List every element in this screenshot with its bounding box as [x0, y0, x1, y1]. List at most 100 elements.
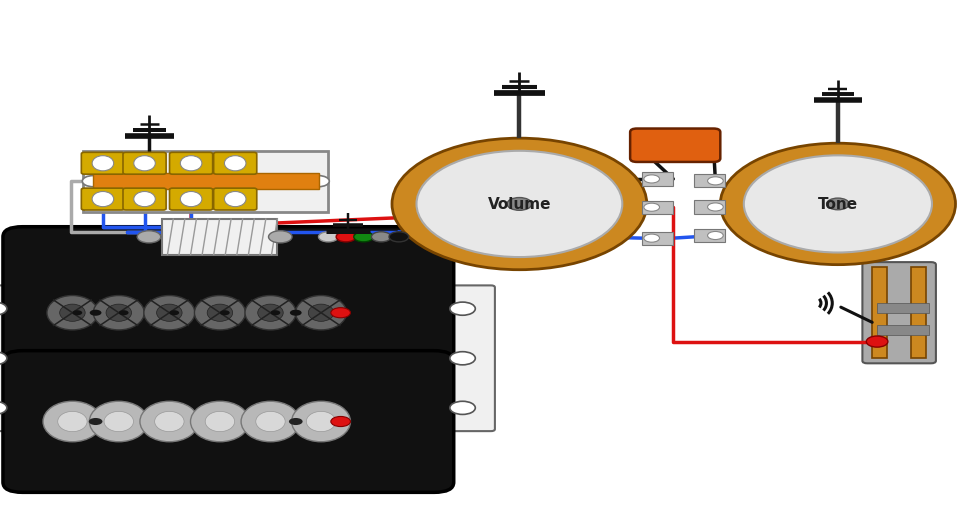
Ellipse shape: [92, 157, 114, 172]
FancyBboxPatch shape: [630, 129, 720, 163]
Ellipse shape: [207, 305, 232, 322]
FancyBboxPatch shape: [3, 227, 454, 369]
Circle shape: [308, 176, 329, 187]
Circle shape: [269, 231, 292, 243]
Ellipse shape: [155, 412, 184, 432]
Bar: [642, 232, 673, 245]
FancyBboxPatch shape: [3, 351, 454, 492]
Ellipse shape: [307, 412, 336, 432]
Circle shape: [336, 232, 356, 242]
Circle shape: [270, 311, 280, 316]
Circle shape: [73, 311, 82, 316]
Circle shape: [354, 232, 373, 242]
Circle shape: [708, 204, 723, 212]
Ellipse shape: [157, 305, 182, 322]
Circle shape: [220, 311, 229, 316]
Circle shape: [331, 308, 351, 318]
Bar: [642, 173, 673, 186]
Ellipse shape: [245, 296, 296, 330]
Ellipse shape: [194, 296, 245, 330]
Circle shape: [0, 302, 7, 316]
Ellipse shape: [93, 296, 144, 330]
Circle shape: [90, 310, 102, 316]
Bar: [162, 220, 277, 255]
Ellipse shape: [104, 412, 133, 432]
Ellipse shape: [89, 401, 148, 442]
Circle shape: [450, 352, 475, 365]
Bar: [83, 152, 328, 212]
Circle shape: [866, 336, 888, 347]
Bar: [877, 325, 929, 335]
Bar: [694, 201, 725, 214]
Bar: [93, 174, 318, 190]
FancyBboxPatch shape: [170, 189, 213, 211]
Ellipse shape: [180, 192, 202, 207]
FancyBboxPatch shape: [81, 153, 124, 175]
Ellipse shape: [296, 296, 347, 330]
FancyBboxPatch shape: [123, 153, 167, 175]
Ellipse shape: [258, 305, 283, 322]
Ellipse shape: [205, 412, 234, 432]
Circle shape: [119, 311, 128, 316]
Bar: [694, 229, 725, 242]
FancyBboxPatch shape: [123, 189, 167, 211]
Circle shape: [744, 156, 932, 253]
Circle shape: [371, 232, 391, 242]
Circle shape: [708, 232, 723, 240]
Ellipse shape: [43, 401, 102, 442]
Bar: [872, 268, 887, 359]
Circle shape: [450, 401, 475, 415]
FancyBboxPatch shape: [170, 153, 213, 175]
Circle shape: [89, 418, 103, 425]
Circle shape: [644, 176, 660, 184]
Ellipse shape: [92, 192, 114, 207]
Ellipse shape: [292, 401, 351, 442]
Circle shape: [708, 177, 723, 185]
Circle shape: [644, 235, 660, 243]
Circle shape: [170, 311, 179, 316]
Circle shape: [392, 139, 647, 270]
Circle shape: [450, 302, 475, 316]
Circle shape: [290, 310, 302, 316]
Bar: [877, 303, 929, 313]
Ellipse shape: [241, 401, 300, 442]
FancyBboxPatch shape: [214, 189, 257, 211]
Ellipse shape: [58, 412, 87, 432]
Ellipse shape: [309, 305, 334, 322]
Ellipse shape: [133, 157, 156, 172]
Circle shape: [389, 232, 409, 242]
Ellipse shape: [60, 305, 85, 322]
FancyBboxPatch shape: [862, 263, 936, 364]
Circle shape: [507, 198, 532, 211]
Bar: [642, 201, 673, 215]
FancyBboxPatch shape: [214, 153, 257, 175]
Ellipse shape: [256, 412, 285, 432]
Ellipse shape: [106, 305, 131, 322]
Ellipse shape: [144, 296, 195, 330]
FancyBboxPatch shape: [0, 286, 26, 431]
Ellipse shape: [190, 401, 249, 442]
Circle shape: [137, 231, 161, 243]
Circle shape: [826, 198, 850, 211]
Circle shape: [720, 144, 956, 265]
Bar: [911, 268, 926, 359]
Text: Volume: Volume: [488, 197, 551, 212]
Circle shape: [0, 401, 7, 415]
Ellipse shape: [47, 296, 98, 330]
FancyBboxPatch shape: [430, 286, 495, 431]
Text: Tone: Tone: [818, 197, 858, 212]
Circle shape: [0, 352, 7, 365]
Circle shape: [289, 418, 303, 425]
Circle shape: [644, 204, 660, 212]
FancyBboxPatch shape: [81, 189, 124, 211]
Circle shape: [416, 152, 622, 258]
Circle shape: [82, 176, 104, 187]
Ellipse shape: [224, 157, 246, 172]
Bar: [694, 175, 725, 188]
Ellipse shape: [133, 192, 156, 207]
Ellipse shape: [140, 401, 199, 442]
Ellipse shape: [224, 192, 246, 207]
Circle shape: [318, 232, 338, 242]
Ellipse shape: [180, 157, 202, 172]
Circle shape: [331, 417, 351, 427]
